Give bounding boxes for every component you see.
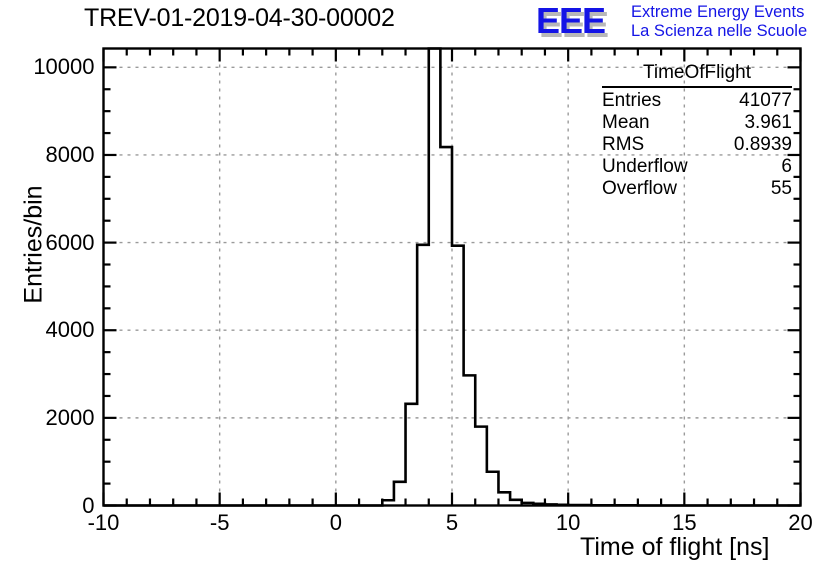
x-tick-label: 10 xyxy=(555,509,581,535)
stats-key: Mean xyxy=(602,112,650,133)
stats-value: 41077 xyxy=(739,90,792,111)
stats-row: Overflow 55 xyxy=(602,178,792,200)
x-tick-label: -10 xyxy=(87,509,120,535)
stats-rows: Entries 41077 Mean 3.961 RMS 0.8939 Underflow 6… xyxy=(602,90,792,200)
y-tick-label: 10000 xyxy=(33,54,95,80)
eee-logo-letters: EEE xyxy=(536,0,606,41)
stats-key: Overflow xyxy=(602,178,677,199)
eee-logo-text: Extreme Energy Events La Scienza nelle S… xyxy=(631,3,807,41)
eee-logo-line1: Extreme Energy Events xyxy=(631,3,805,21)
stats-row: Entries 41077 xyxy=(602,90,792,112)
stats-value: 3.961 xyxy=(744,112,792,133)
y-tick-label: 2000 xyxy=(45,404,95,430)
stats-box: TimeOfFlight Entries 41077 Mean 3.961 RMS 0.8… xyxy=(602,62,792,200)
x-tick-label: 0 xyxy=(329,509,342,535)
y-tick-label: 4000 xyxy=(45,317,95,343)
y-tick-label: 6000 xyxy=(45,229,95,255)
stats-value: 6 xyxy=(781,156,792,177)
axis-ticks xyxy=(102,48,802,507)
x-tick-label: 15 xyxy=(672,509,697,535)
x-tick-label: 5 xyxy=(445,509,459,535)
stats-value: 55 xyxy=(770,178,792,199)
stats-key: Underflow xyxy=(602,156,688,177)
x-axis-title: Time of flight [ns] xyxy=(580,533,770,561)
stats-row: Mean 3.961 xyxy=(602,112,792,134)
stats-key: Entries xyxy=(602,90,662,111)
stats-row: Underflow 6 xyxy=(602,156,792,178)
y-tick-label: 8000 xyxy=(45,141,95,167)
x-tick-label: -5 xyxy=(209,509,230,535)
page-title: TREV-01-2019-04-30-00002 xyxy=(84,4,395,32)
stats-divider xyxy=(602,86,792,88)
stats-key: RMS xyxy=(602,134,645,155)
y-tick-label: 0 xyxy=(82,492,95,518)
x-tick-label: 20 xyxy=(788,509,813,535)
stats-value: 0.8939 xyxy=(733,134,792,155)
eee-logo-line2: La Scienza nelle Scuole xyxy=(631,22,808,40)
stats-title: TimeOfFlight xyxy=(642,62,752,83)
stats-row: RMS 0.8939 xyxy=(602,134,792,156)
eee-logo: EEE Extreme Energy Events La Scienza nel… xyxy=(536,2,834,42)
